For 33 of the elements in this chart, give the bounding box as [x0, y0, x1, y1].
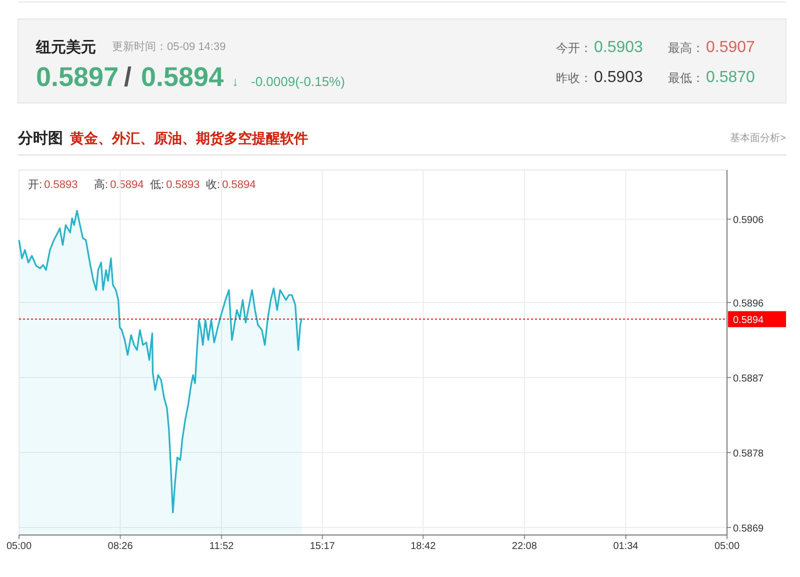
x-tick-label: 22:08: [512, 541, 538, 552]
text: 最低：0.5870: [668, 69, 756, 86]
y-tick-label: 0.5878: [733, 448, 764, 460]
text: 最高：0.5907: [668, 39, 756, 56]
x-tick-label: 08:26: [108, 541, 134, 552]
text: 0.5897: [36, 62, 119, 92]
text: 基本面分析>: [730, 132, 786, 144]
chart-title: 纽元美元: [35, 38, 96, 56]
y-tick-label: 0.5887: [733, 374, 764, 384]
x-tick-label: 18:42: [410, 541, 436, 552]
x-tick-label: 05:00: [6, 541, 32, 552]
text: /: [124, 62, 132, 92]
text: 今开：0.5903: [556, 39, 644, 56]
y-tick-label: 0.5896: [733, 298, 764, 310]
x-tick-label: 01:34: [613, 541, 639, 552]
text: 昨收：0.5903: [556, 69, 644, 86]
ref-line-label: 0.5894: [733, 315, 764, 326]
annotation: 收:0.5894: [206, 179, 256, 191]
x-tick-label: 15:17: [310, 541, 336, 552]
x-tick-label: 05:00: [714, 541, 740, 552]
text: -0.0009(-0.15%): [251, 74, 345, 89]
y-tick-label: 0.5869: [733, 524, 764, 534]
text: ↓: [232, 74, 238, 89]
text: 分时图: [17, 130, 63, 147]
annotation: 开:0.5893: [28, 179, 78, 191]
text: 高:: [94, 179, 108, 191]
text: 0.5894: [141, 62, 224, 92]
annotation: 0.5894: [110, 179, 144, 191]
y-tick-label: 0.5906: [733, 215, 764, 226]
chart-subtitle: 更新时间：05-09 14:39: [112, 40, 226, 53]
annotation: 低:0.5893: [150, 179, 200, 191]
text: 黄金、外汇、原油、期货多空提醒软件: [69, 130, 308, 146]
x-tick-label: 11:52: [209, 541, 234, 552]
